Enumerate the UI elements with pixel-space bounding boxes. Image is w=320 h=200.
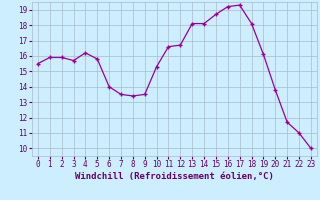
X-axis label: Windchill (Refroidissement éolien,°C): Windchill (Refroidissement éolien,°C) xyxy=(75,172,274,181)
